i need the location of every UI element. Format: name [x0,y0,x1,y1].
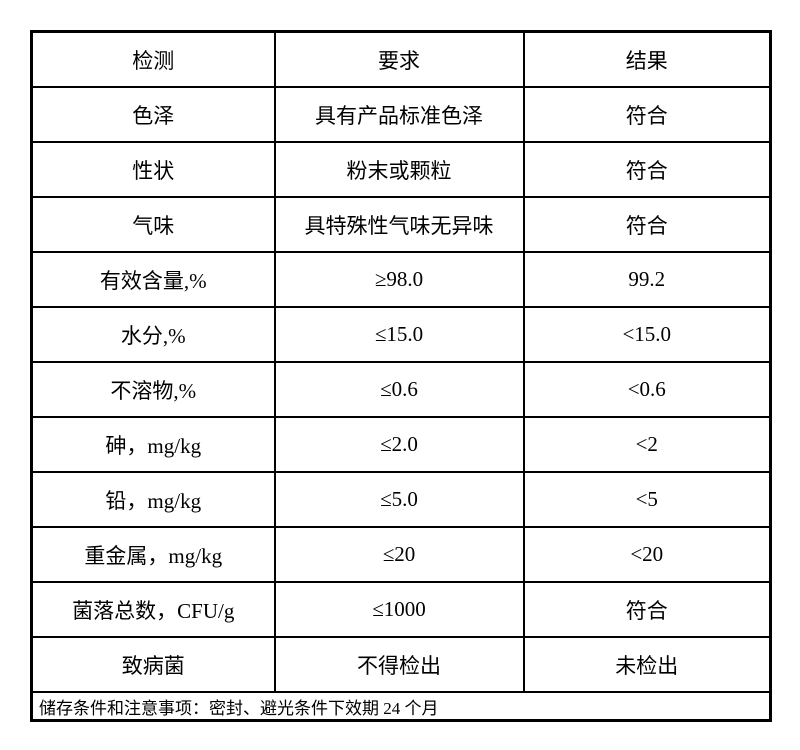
result-cell: <15.0 [522,306,772,363]
result-cell: <0.6 [522,361,772,418]
requirement-cell: ≤5.0 [273,471,525,528]
result-cell: 符合 [522,86,772,143]
header-result: 结果 [522,30,772,88]
test-item-cell: 重金属，mg/kg [30,526,276,583]
requirement-cell: ≤15.0 [273,306,525,363]
result-cell: 未检出 [522,636,772,693]
table-row: 不溶物,% ≤0.6 <0.6 [30,361,772,418]
result-cell: <5 [522,471,772,528]
coa-table: 检测 要求 结果 色泽 具有产品标准色泽 符合 性状 粉末或颗粒 符合 气味 具… [30,30,772,722]
table-row: 致病菌 不得检出 未检出 [30,636,772,693]
table-row: 铅，mg/kg ≤5.0 <5 [30,471,772,528]
table-row: 性状 粉末或颗粒 符合 [30,141,772,198]
requirement-cell: ≤2.0 [273,416,525,473]
result-cell: 符合 [522,581,772,638]
test-item-cell: 水分,% [30,306,276,363]
table-row: 菌落总数，CFU/g ≤1000 符合 [30,581,772,638]
table-row: 气味 具特殊性气味无异味 符合 [30,196,772,253]
table-row: 砷，mg/kg ≤2.0 <2 [30,416,772,473]
requirement-cell: ≤20 [273,526,525,583]
requirement-cell: 具特殊性气味无异味 [273,196,525,253]
footer-note: 储存条件和注意事项：密封、避光条件下效期 24 个月 [30,691,772,722]
table-row: 重金属，mg/kg ≤20 <20 [30,526,772,583]
table-row: 水分,% ≤15.0 <15.0 [30,306,772,363]
requirement-cell: ≤0.6 [273,361,525,418]
result-cell: 符合 [522,141,772,198]
test-item-cell: 铅，mg/kg [30,471,276,528]
result-cell: <20 [522,526,772,583]
test-item-cell: 砷，mg/kg [30,416,276,473]
footer-note-row: 储存条件和注意事项：密封、避光条件下效期 24 个月 [30,691,772,722]
requirement-cell: 粉末或颗粒 [273,141,525,198]
header-test: 检测 [30,30,276,88]
requirement-cell: 具有产品标准色泽 [273,86,525,143]
result-cell: 99.2 [522,251,772,308]
test-item-cell: 有效含量,% [30,251,276,308]
table-row: 有效含量,% ≥98.0 99.2 [30,251,772,308]
table-header-row: 检测 要求 结果 [30,30,772,88]
test-item-cell: 不溶物,% [30,361,276,418]
test-item-cell: 气味 [30,196,276,253]
table-row: 色泽 具有产品标准色泽 符合 [30,86,772,143]
test-item-cell: 菌落总数，CFU/g [30,581,276,638]
requirement-cell: ≥98.0 [273,251,525,308]
test-item-cell: 致病菌 [30,636,276,693]
header-requirement: 要求 [273,30,525,88]
requirement-cell: ≤1000 [273,581,525,638]
result-cell: <2 [522,416,772,473]
test-item-cell: 性状 [30,141,276,198]
result-cell: 符合 [522,196,772,253]
requirement-cell: 不得检出 [273,636,525,693]
test-item-cell: 色泽 [30,86,276,143]
